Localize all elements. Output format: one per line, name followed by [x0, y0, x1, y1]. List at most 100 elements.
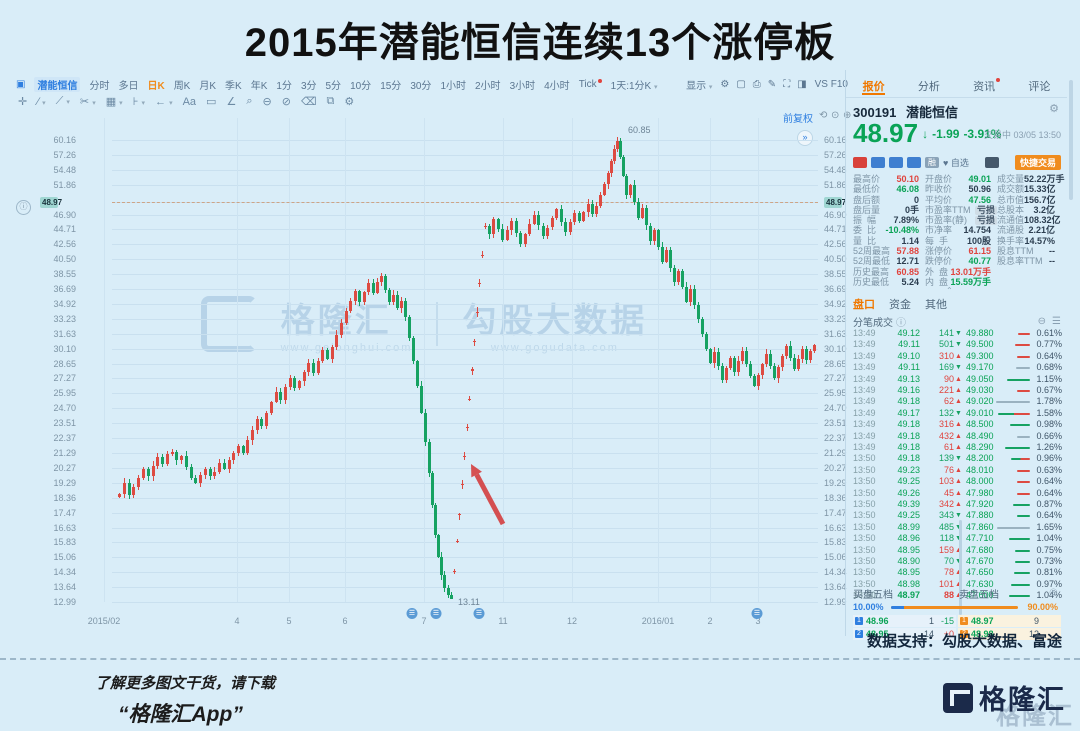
y-axis-current-price-right: 48.97: [824, 197, 847, 209]
up-arrow-icon: ▲: [955, 398, 962, 406]
text-tool-icon[interactable]: Aa: [182, 95, 197, 108]
shapes-tool-icon[interactable]: ▦ ▾: [105, 96, 123, 108]
delete-tool-icon[interactable]: ⌫: [300, 96, 317, 108]
max-price-label: 60.85: [628, 124, 651, 135]
stat-value: 47.56: [968, 194, 991, 205]
link-tool-icon[interactable]: ⧉: [326, 95, 335, 107]
tab-period-2小时[interactable]: 2小时: [475, 81, 501, 92]
tab-period-15分[interactable]: 15分: [380, 81, 402, 92]
quote-tab-报价[interactable]: 报价: [862, 81, 886, 95]
tool-settings-icon[interactable]: ⚙: [344, 96, 355, 108]
tab-period-季K[interactable]: 季K: [225, 81, 242, 92]
zoom-out-icon[interactable]: ⊙: [831, 110, 840, 121]
list-scrollbar[interactable]: [959, 520, 962, 615]
watermark-brand: 格隆汇: [280, 302, 392, 340]
tab-period-日K[interactable]: 日K: [147, 81, 165, 92]
zoom-tool-icon[interactable]: ⌕: [246, 95, 253, 107]
tab-period-分时[interactable]: 分时: [89, 81, 110, 92]
collapse-list-icon[interactable]: ⊖: [1037, 316, 1047, 327]
stat-label: 市净率: [925, 225, 953, 236]
y-axis-label-left: 51.86: [53, 179, 76, 190]
collapse-caret-icon[interactable]: ⌃: [946, 286, 953, 295]
layout-icon[interactable]: ▢: [736, 79, 746, 90]
tick-trade-row: 13:49 49.12 141 ▼: [846, 328, 964, 339]
sub-tab-其他[interactable]: 其他: [925, 299, 947, 311]
quote-tab-评论[interactable]: 评论: [1028, 81, 1051, 93]
tab-period-3小时[interactable]: 3小时: [509, 81, 536, 92]
trade-time: 13:50: [853, 510, 876, 521]
display-dropdown[interactable]: 显示 ▾: [686, 81, 713, 92]
quote-tab-分析[interactable]: 分析: [917, 81, 940, 93]
ladder-price: 49.170: [966, 362, 994, 373]
tab-period-5分[interactable]: 5分: [325, 81, 342, 92]
settings-icon[interactable]: ⚙: [720, 79, 730, 90]
tab-period-3分[interactable]: 3分: [300, 81, 317, 92]
undo-icon[interactable]: ⟲: [819, 110, 828, 121]
comment-tool-icon[interactable]: ▭: [206, 96, 217, 108]
quick-trade-button[interactable]: 快捷交易: [1014, 154, 1061, 170]
fib-tool-icon[interactable]: ⊦ ▾: [132, 96, 145, 108]
tab-period-周K[interactable]: 周K: [173, 81, 191, 92]
interval-selector[interactable]: 1天:1分K ▾: [610, 81, 658, 92]
price-ladder-row: 49.880 0.61%: [964, 328, 1064, 339]
channel-tool-icon[interactable]: ⟋ ▾: [55, 95, 70, 107]
sell-five-title[interactable]: 卖盘五档: [959, 590, 999, 601]
tab-period-1小时[interactable]: 1小时: [440, 81, 466, 92]
buy-five-title[interactable]: 买盘五档: [853, 590, 893, 601]
add-watchlist-button[interactable]: ♥ 自选: [943, 157, 969, 168]
angle-tool-icon[interactable]: ∠: [226, 96, 237, 108]
trendline-tool-icon[interactable]: ∕ ▾: [37, 95, 46, 108]
sub-tab-资金[interactable]: 资金: [889, 299, 911, 311]
tab-period-1分[interactable]: 1分: [276, 81, 292, 92]
arrow-tool-icon[interactable]: ← ▾: [155, 95, 173, 108]
stock-tab[interactable]: 潜能恒信: [34, 77, 81, 92]
up-arrow-icon: ▲: [955, 444, 962, 451]
event-marker-icon[interactable]: ☰: [406, 608, 418, 619]
zoom-in-icon[interactable]: ⊕: [843, 110, 852, 121]
candlestick-chart[interactable]: 前复权 ⟲⊙⊕ » ⓘ 格隆汇 www.gelonghui.com 勾股大数据 …: [14, 110, 851, 658]
candle: [265, 413, 268, 426]
screenshot-icon[interactable]: ⎙: [752, 79, 761, 90]
panel-toggle-icon[interactable]: ◨: [797, 79, 807, 90]
panel-scrollbar[interactable]: [1069, 80, 1073, 200]
draw-icon[interactable]: ✎: [767, 79, 777, 90]
candle: [510, 220, 513, 231]
lock-tool-icon[interactable]: ⊘: [281, 96, 291, 108]
event-marker-icon[interactable]: ☰: [751, 608, 763, 619]
expand-panel-handle[interactable]: »: [797, 130, 813, 146]
y-axis-label-right: 25.95: [824, 388, 847, 399]
promo-app-name: “格隆汇App”: [118, 703, 243, 726]
five-level-icon[interactable]: ⑤: [1049, 588, 1058, 599]
adjust-mode-label[interactable]: 前复权: [783, 114, 813, 125]
tab-period-10分[interactable]: 10分: [350, 81, 372, 92]
tick-trade-row: 13:49 49.16 221 ▲: [846, 385, 964, 396]
window-layout-icon[interactable]: ▣: [16, 79, 26, 90]
tab-period-多日[interactable]: 多日: [118, 81, 139, 92]
measure-tool-icon[interactable]: ✂ ▾: [79, 96, 96, 108]
tab-period-年K[interactable]: 年K: [250, 81, 268, 92]
tab-period-4小时[interactable]: 4小时: [544, 81, 570, 92]
candle: [546, 227, 549, 236]
stock-settings-icon[interactable]: ⚙: [1049, 103, 1059, 115]
price-ladder-row: 47.920 0.87%: [964, 499, 1064, 510]
hide-tool-icon[interactable]: ⊖: [262, 96, 272, 108]
trade-time: 13:49: [853, 373, 876, 384]
left-info-handle[interactable]: ⓘ: [16, 200, 31, 215]
event-marker-icon[interactable]: ☰: [430, 608, 442, 619]
min-price-label: 13.11: [458, 597, 480, 608]
fullscreen-icon[interactable]: ⛶: [783, 79, 791, 90]
list-mode-icon[interactable]: ☰: [1052, 316, 1061, 327]
tab-period-30分[interactable]: 30分: [410, 81, 432, 92]
event-marker-icon[interactable]: ☰: [473, 608, 485, 619]
tab-period-月K[interactable]: 月K: [199, 81, 217, 92]
sub-tab-盘口[interactable]: 盘口: [853, 299, 875, 311]
price-ladder-row: 49.050 1.15%: [964, 374, 1064, 385]
price-ladder-row: 49.170 0.68%: [964, 362, 1064, 373]
crosshair-tool-icon[interactable]: ✛: [18, 96, 28, 108]
tab-tick[interactable]: Tick: [579, 79, 602, 90]
vs-f10-button[interactable]: VS F10: [814, 79, 848, 90]
candle: [340, 322, 343, 335]
info-icon[interactable]: ⓘ: [896, 318, 906, 329]
ladder-volume-bar: [1017, 481, 1030, 484]
quote-tab-资讯[interactable]: 资讯: [957, 78, 1012, 94]
